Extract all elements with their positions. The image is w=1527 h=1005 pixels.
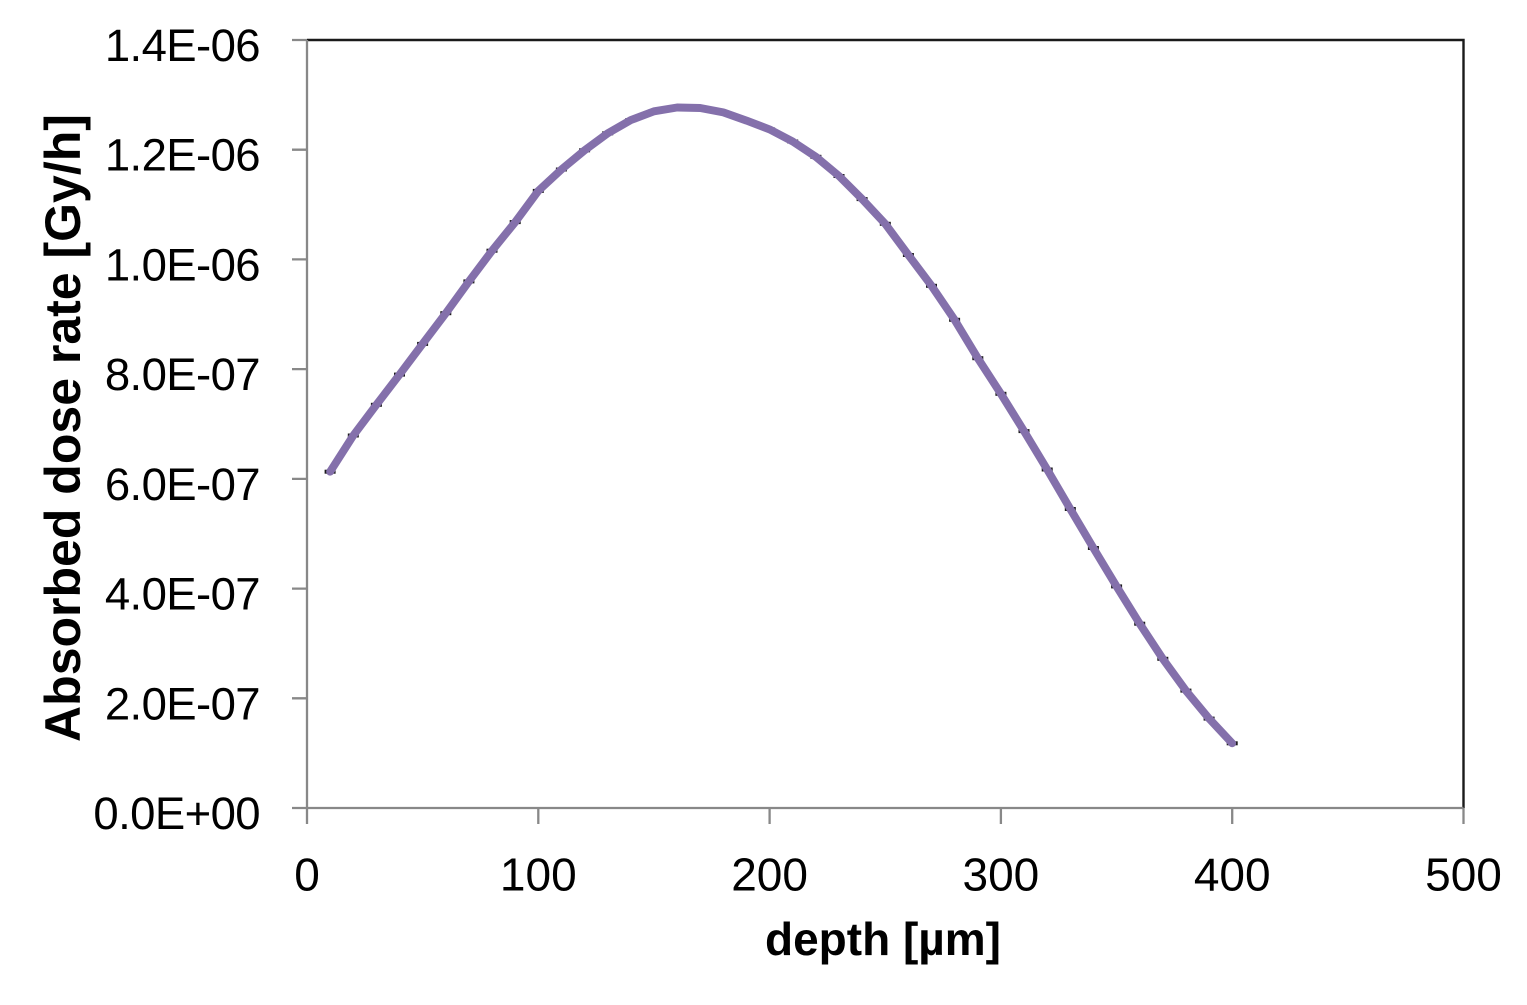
svg-text:1.2E-06: 1.2E-06: [105, 130, 260, 181]
svg-text:400: 400: [1194, 849, 1271, 901]
svg-text:8.0E-07: 8.0E-07: [105, 349, 260, 400]
svg-text:Absorbed dose rate [Gy/h]: Absorbed dose rate [Gy/h]: [35, 114, 91, 742]
svg-text:2.0E-07: 2.0E-07: [105, 678, 260, 729]
svg-text:100: 100: [500, 849, 577, 901]
svg-text:200: 200: [731, 849, 808, 901]
svg-text:1.0E-06: 1.0E-06: [105, 239, 260, 290]
svg-text:4.0E-07: 4.0E-07: [105, 569, 260, 620]
svg-text:1.4E-06: 1.4E-06: [105, 20, 260, 71]
svg-text:depth [µm]: depth [µm]: [765, 913, 1001, 965]
svg-text:0: 0: [294, 849, 320, 901]
svg-text:300: 300: [963, 849, 1040, 901]
svg-text:0.0E+00: 0.0E+00: [93, 788, 260, 839]
svg-text:6.0E-07: 6.0E-07: [105, 459, 260, 510]
svg-text:500: 500: [1425, 849, 1502, 901]
